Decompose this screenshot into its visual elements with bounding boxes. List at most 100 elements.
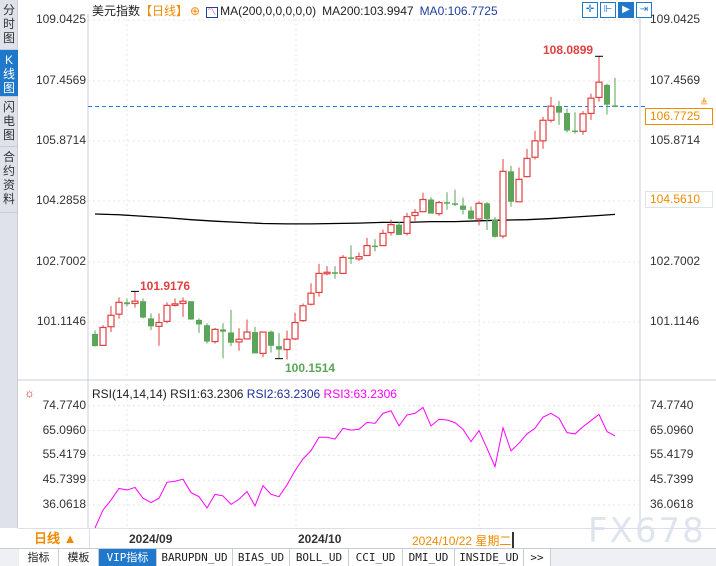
candle-body — [339, 256, 347, 274]
left-rsi-label: 74.7740 — [42, 398, 86, 412]
candle-body — [508, 171, 514, 202]
crosshair-icon[interactable]: ✛ — [582, 2, 598, 18]
ma200-value: MA200:103.9947 — [322, 4, 414, 18]
zoom-range-icon[interactable]: ⊩ — [600, 2, 616, 18]
right-price-label: 107.4569 — [650, 73, 701, 87]
candle-body — [523, 157, 531, 178]
sidebar-tab-contract-info[interactable]: 合约资料 — [0, 147, 18, 213]
left-rsi-label: 36.0618 — [42, 497, 86, 511]
left-rsi-label: 55.4179 — [42, 447, 86, 461]
sidebar-tab-kline[interactable]: K线图 — [0, 50, 18, 97]
candle-body — [323, 271, 331, 275]
rsi3-value: RSI3:63.2306 — [323, 387, 397, 401]
candle-body — [155, 321, 163, 327]
candle-body — [444, 202, 450, 204]
high-annotation: 108.0899 — [543, 43, 594, 57]
candle-body — [348, 257, 354, 259]
candle-body — [259, 331, 267, 354]
candle-body — [115, 301, 123, 315]
left-price-label: 109.0425 — [35, 12, 86, 26]
right-rsi-label: 55.4179 — [650, 447, 694, 461]
tab-boll[interactable]: BOLL_UD — [290, 549, 349, 566]
candle-body — [572, 130, 578, 133]
candle-body — [428, 199, 434, 214]
candle-body — [243, 331, 251, 340]
candle-body — [107, 314, 115, 328]
tab-inside[interactable]: INSIDE_UD — [455, 549, 524, 566]
move-right-icon[interactable]: ⇥ — [636, 2, 652, 18]
candle-body — [419, 198, 427, 213]
candle-body — [211, 328, 219, 343]
price-alert-icon[interactable]: ≜ — [700, 98, 709, 109]
candle-body — [499, 170, 507, 237]
candle-body — [204, 325, 210, 342]
candle-body — [276, 346, 282, 350]
tab-cci[interactable]: CCI_UD — [349, 549, 403, 566]
tab-bias[interactable]: BIAS_UD — [233, 549, 290, 566]
local-high-annotation: 101.9176 — [140, 279, 191, 293]
sidebar-tab-timeshare[interactable]: 分时图 — [0, 0, 18, 50]
candle-body — [452, 203, 458, 205]
candle-body — [363, 244, 371, 257]
candle-body — [564, 113, 570, 131]
tab-indicators[interactable]: 指标 — [19, 549, 59, 566]
right-price-label: 101.1146 — [650, 314, 700, 328]
left-price-label: 107.4569 — [35, 73, 86, 87]
ma200-line — [94, 213, 616, 225]
candle-body — [220, 329, 226, 332]
candle-body — [531, 140, 539, 158]
current-price-box: 106.7725 — [645, 108, 713, 125]
candle-body — [460, 205, 466, 210]
tab-more[interactable]: >> — [524, 549, 551, 566]
rsi-line — [94, 406, 616, 528]
candle-body — [196, 319, 202, 325]
candle-body — [411, 211, 419, 217]
rsi1-value: RSI1:63.2306 — [170, 387, 244, 401]
candle-body — [332, 272, 338, 274]
candle-body — [99, 326, 107, 346]
play-icon[interactable]: ▶ — [618, 2, 634, 18]
watermark-logo: FX678 — [588, 511, 706, 551]
indicator-settings-icon[interactable]: ☼ — [24, 386, 35, 400]
right-rsi-label: 45.7399 — [650, 472, 694, 486]
candle-body — [163, 304, 171, 322]
candle-body — [124, 302, 130, 305]
sidebar: 分时图 K线图 闪电图 合约资料 — [0, 0, 18, 528]
ma0-value: MA0:106.7725 — [419, 4, 498, 18]
candle-body — [379, 232, 387, 247]
candle-body — [188, 301, 194, 320]
tab-dmi[interactable]: DMI_UD — [403, 549, 455, 566]
candle-body — [475, 202, 483, 220]
candle-body — [587, 97, 595, 115]
ma-chart-icon[interactable]: 〽 — [206, 7, 219, 18]
period-button[interactable]: 日线 ▲ — [18, 529, 90, 549]
candle-body — [307, 292, 315, 305]
candle-body — [612, 105, 618, 107]
left-price-label: 104.2858 — [35, 193, 86, 207]
low-annotation: 100.1514 — [285, 361, 336, 375]
tab-templates[interactable]: 模板 — [59, 549, 99, 566]
left-price-label: 102.7002 — [35, 254, 86, 268]
candle-body — [387, 224, 395, 234]
candle-body — [579, 113, 587, 132]
left-rsi-label: 45.7399 — [42, 472, 86, 486]
chart-canvas[interactable] — [0, 0, 716, 528]
ma-params: MA(200,0,0,0,0,0) — [220, 4, 317, 18]
candle-body — [372, 245, 378, 248]
candle-body — [291, 321, 299, 340]
candle-body — [171, 303, 179, 306]
candle-body — [268, 331, 274, 346]
right-price-label: 105.8714 — [650, 133, 701, 147]
rsi-header: RSI(14,14,14) RSI1:63.2306 RSI2:63.2306 … — [92, 387, 397, 401]
candle-body — [131, 300, 139, 305]
sidebar-tab-flash[interactable]: 闪电图 — [0, 97, 18, 147]
candle-body — [468, 210, 474, 219]
date-label: 2024/10 — [298, 532, 342, 546]
tab-vip-indicators[interactable]: VIP指标 — [99, 549, 157, 566]
add-icon[interactable]: ⊕ — [190, 4, 201, 18]
candle-body — [556, 106, 562, 113]
tab-barupdn[interactable]: BARUPDN_UD — [157, 549, 233, 566]
period-label[interactable]: 【日线】 — [140, 4, 189, 18]
left-price-label: 101.1146 — [36, 314, 86, 328]
left-rsi-label: 65.0960 — [42, 423, 86, 437]
